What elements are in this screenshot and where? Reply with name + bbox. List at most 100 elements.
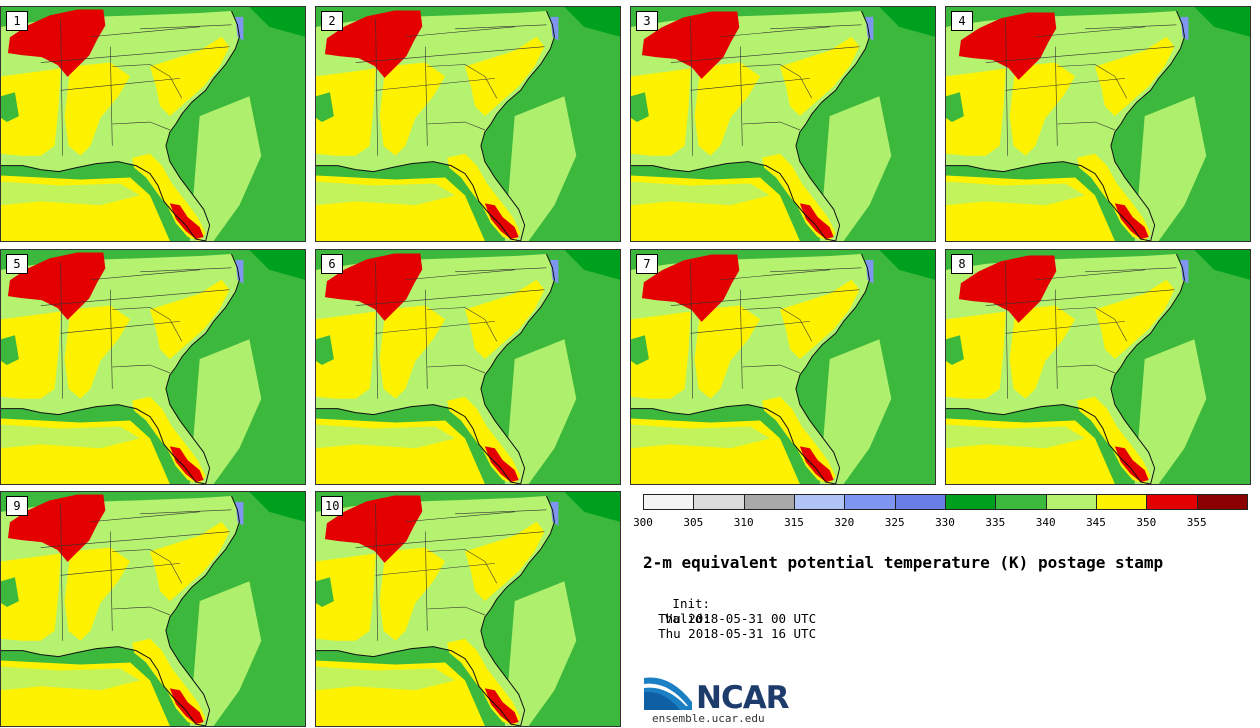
state-border [770, 24, 862, 30]
state-border [90, 511, 200, 523]
warm-region [465, 521, 545, 602]
cold-patch [249, 492, 305, 522]
coastline [1, 10, 240, 241]
warm-region [1095, 279, 1175, 360]
state-border [1085, 267, 1177, 273]
valid-label: Valid: [664, 611, 711, 626]
coastline [316, 495, 555, 726]
gulf-band [1, 424, 141, 449]
state-border [690, 18, 693, 156]
state-border [1005, 78, 1125, 91]
hot-region [958, 255, 1057, 323]
cool-patch [316, 335, 334, 366]
warm-region [379, 305, 446, 399]
atlantic-south [251, 106, 305, 241]
gulf-band [631, 181, 771, 206]
chesapeake-bay [865, 16, 874, 41]
state-border [424, 531, 428, 631]
atlantic-south [566, 349, 620, 484]
hot-region [324, 495, 423, 563]
warm-region [1009, 62, 1076, 156]
member-map [316, 7, 620, 241]
gulf-band [316, 666, 456, 691]
colorbar-tick-label: 350 [1136, 516, 1157, 529]
hot-region-group [7, 252, 106, 320]
coastline [1, 495, 240, 726]
state-border [720, 269, 830, 281]
hot-region-group [641, 254, 740, 322]
init-time: Thu 2018-05-31 00 UTC [658, 611, 817, 626]
state-border [60, 503, 63, 641]
cool-patch [946, 92, 964, 123]
init-label: Init: [672, 596, 711, 611]
hot-region-florida [1114, 446, 1149, 483]
colorbar-tick-label: 320 [834, 516, 855, 529]
hot-region [7, 252, 106, 320]
state-border [405, 26, 515, 38]
member-number: 4 [951, 11, 973, 31]
state-border [140, 267, 232, 273]
state-border [90, 269, 200, 281]
cold-patch [564, 7, 620, 37]
chesapeake-bay [235, 259, 244, 284]
hot-region-group [7, 9, 106, 77]
state-border [1005, 261, 1008, 399]
state-border [670, 46, 860, 63]
state-border [375, 563, 495, 576]
member-map [946, 250, 1250, 484]
coastal-waters [819, 339, 892, 484]
member-panel-1: 1 [0, 6, 306, 242]
member-panel-6: 6 [315, 249, 621, 485]
state-border [1054, 46, 1058, 146]
hot-region-florida [169, 688, 204, 725]
state-border [375, 261, 378, 399]
state-border [1054, 289, 1058, 389]
member-panel-10: 10 [315, 491, 621, 727]
coastline [631, 253, 870, 484]
hot-region-florida [799, 203, 834, 240]
state-border [985, 46, 1175, 63]
member-number: 2 [321, 11, 343, 31]
state-border [109, 46, 113, 146]
warm-region [946, 68, 1006, 156]
colorbar-tick-label: 310 [733, 516, 754, 529]
chesapeake-bay [1180, 259, 1189, 284]
coastline [946, 253, 1185, 484]
coastal-waters [1134, 339, 1207, 484]
warm-region [64, 62, 131, 156]
hot-region-florida [484, 203, 519, 240]
state-border [375, 78, 495, 91]
colorbar-legend: 300 305 310 315 320 325 330 335 340 345 350 355 [633, 494, 1249, 530]
member-number: 1 [6, 11, 28, 31]
cold-patch [1194, 250, 1250, 280]
member-panel-2: 2 [315, 6, 621, 242]
state-border [424, 46, 428, 146]
valid-time-line: Valid: Thu 2018-05-31 16 UTC [643, 596, 816, 641]
colorbar-swatch [1196, 494, 1248, 510]
valid-time: Thu 2018-05-31 16 UTC [658, 626, 817, 641]
ncar-logo: NCAR ensemble.ucar.edu [642, 672, 802, 726]
hot-region-group [324, 253, 423, 321]
warm-region [316, 553, 376, 641]
atlantic-south [251, 349, 305, 484]
cold-patch [879, 7, 935, 37]
gulf-band [1, 666, 141, 691]
ncar-wordmark: NCAR [696, 680, 790, 716]
gulf-band [1, 181, 141, 206]
coastline [946, 10, 1185, 241]
state-border [60, 563, 180, 576]
cool-patch [1, 335, 19, 366]
member-map [316, 250, 620, 484]
state-border [427, 307, 498, 342]
warm-region [379, 62, 446, 156]
cold-patch [249, 250, 305, 280]
cool-patch [631, 335, 649, 366]
state-border [40, 289, 230, 306]
gulf-band [316, 181, 456, 206]
gulf-band [946, 181, 1086, 206]
warm-region [1009, 305, 1076, 399]
colorbar-swatch [1045, 494, 1097, 510]
gulf-band [316, 424, 456, 449]
chesapeake-bay [235, 16, 244, 41]
warm-region [1, 553, 61, 641]
